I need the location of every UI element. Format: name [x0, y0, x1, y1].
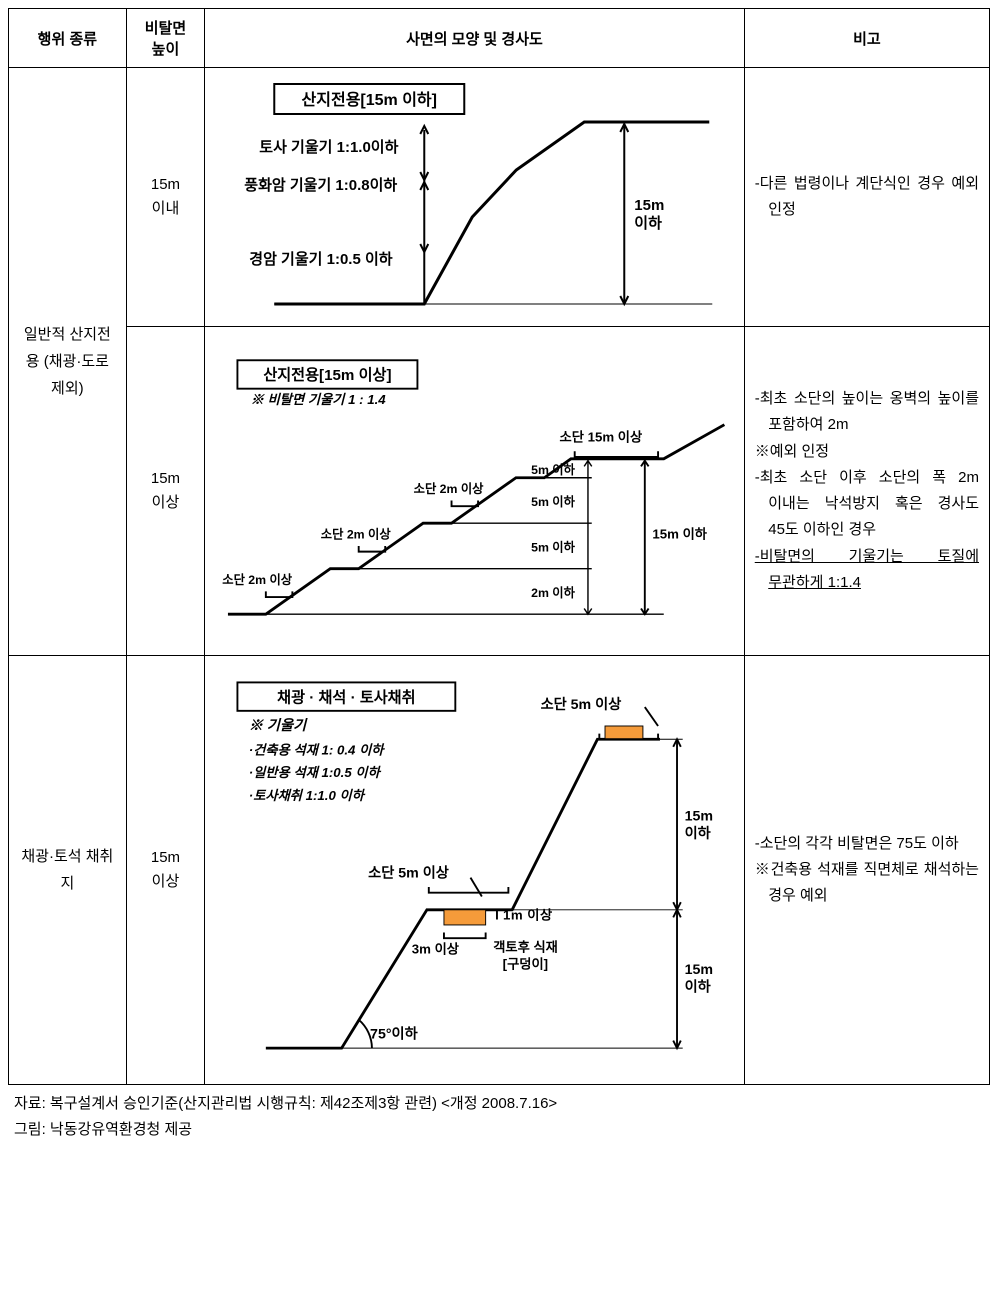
- svg-text:※ 기울기: ※ 기울기: [249, 717, 308, 734]
- table-header-row: 행위 종류 비탈면 높이 사면의 모양 및 경사도 비고: [9, 9, 990, 68]
- standards-table: 행위 종류 비탈면 높이 사면의 모양 및 경사도 비고 일반적 산지전용 (채…: [8, 8, 990, 1085]
- source-line-1: 자료: 복구설계서 승인기준(산지관리법 시행규칙: 제42조제3항 관련) <…: [14, 1091, 990, 1117]
- row-type-general: 일반적 산지전용 (채광·도로 제외): [9, 68, 127, 656]
- svg-text:소단 5m 이상: 소단 5m 이상: [541, 696, 622, 713]
- svg-text:3m 이상: 3m 이상: [412, 940, 459, 956]
- diagram-mining: 채광 · 채석 · 토사채취 ※ 기울기 ·건축용 석재 1: 0.4 이하 ·…: [205, 656, 745, 1085]
- table-row: 15m 이상 산지전용[15m 이상] ※ 비탈면 기울기 1 : 1.4 소단…: [9, 327, 990, 656]
- svg-text:경암 기울기 1:0.5 이하: 경암 기울기 1:0.5 이하: [249, 250, 392, 268]
- svg-text:5m 이하: 5m 이하: [531, 494, 576, 509]
- svg-text:15m 이하: 15m 이하: [653, 525, 708, 541]
- source-block: 자료: 복구설계서 승인기준(산지관리법 시행규칙: 제42조제3항 관련) <…: [8, 1091, 990, 1142]
- col-header-diagram: 사면의 모양 및 경사도: [205, 9, 745, 68]
- row-height-under15: 15m 이내: [126, 68, 204, 327]
- svg-text:채광 · 채석 · 토사채취: 채광 · 채석 · 토사채취: [277, 688, 415, 706]
- col-header-type: 행위 종류: [9, 9, 127, 68]
- svg-text:5m 이하: 5m 이하: [531, 540, 576, 555]
- svg-text:2m 이하: 2m 이하: [531, 585, 576, 600]
- svg-text:5m 이하: 5m 이하: [531, 462, 576, 477]
- source-line-2: 그림: 낙동강유역환경청 제공: [14, 1117, 990, 1143]
- notes-mining: -소단의 각각 비탈면은 75도 이하 ※건축용 석재를 직면체로 채석하는 경…: [744, 656, 989, 1085]
- svg-text:소단 5m 이상: 소단 5m 이상: [368, 865, 449, 882]
- svg-text:소단 2m 이상: 소단 2m 이상: [414, 481, 485, 496]
- diagram-under15: 산지전용[15m 이하] 토사 기울기 1:1.0이하 풍화암 기울기 1:0.…: [205, 68, 745, 327]
- svg-text:객토후 식재 [구덩이]: 객토후 식재 [구덩이]: [493, 938, 561, 971]
- svg-text:토사 기울기 1:1.0이하: 토사 기울기 1:1.0이하: [259, 139, 398, 156]
- svg-text:I1m 이상: I1m 이상: [495, 906, 553, 922]
- col-header-remark: 비고: [744, 9, 989, 68]
- table-row: 일반적 산지전용 (채광·도로 제외) 15m 이내 산지전용[15m 이하] …: [9, 68, 990, 327]
- svg-text:·일반용 석재 1:0.5 이하: ·일반용 석재 1:0.5 이하: [249, 765, 382, 780]
- row-type-mining: 채광·토석 채취지: [9, 656, 127, 1085]
- svg-text:·건축용 석재 1: 0.4 이하: ·건축용 석재 1: 0.4 이하: [249, 742, 385, 757]
- svg-text:·토사채취 1:1.0 이하: ·토사채취 1:1.0 이하: [249, 788, 366, 803]
- row-height-mining: 15m 이상: [126, 656, 204, 1085]
- svg-text:75°이하: 75°이하: [370, 1026, 418, 1043]
- svg-text:※ 비탈면 기울기 1 : 1.4: ※ 비탈면 기울기 1 : 1.4: [251, 392, 387, 407]
- svg-text:15m 이하: 15m 이하: [634, 197, 668, 232]
- svg-text:소단 2m 이상: 소단 2m 이상: [222, 572, 293, 587]
- svg-text:소단 2m 이상: 소단 2m 이상: [321, 526, 392, 541]
- diagram-over15: 산지전용[15m 이상] ※ 비탈면 기울기 1 : 1.4 소단 2m 이상 …: [205, 327, 745, 656]
- svg-text:소단 15m 이상: 소단 15m 이상: [560, 429, 643, 445]
- col-header-height: 비탈면 높이: [126, 9, 204, 68]
- table-row: 채광·토석 채취지 15m 이상 채광 · 채석 · 토사채취 ※ 기울기 ·건…: [9, 656, 990, 1085]
- svg-text:산지전용[15m 이상]: 산지전용[15m 이상]: [264, 367, 392, 384]
- svg-text:15m이하: 15m이하: [685, 962, 713, 995]
- notes-under15: -다른 법령이나 계단식인 경우 예외 인정: [744, 68, 989, 327]
- svg-text:15m이하: 15m이하: [685, 809, 713, 842]
- row-height-over15: 15m 이상: [126, 327, 204, 656]
- svg-text:산지전용[15m 이하]: 산지전용[15m 이하]: [302, 91, 437, 109]
- svg-text:풍화암 기울기 1:0.8이하: 풍화암 기울기 1:0.8이하: [244, 176, 397, 194]
- notes-over15: -최초 소단의 높이는 옹벽의 높이를 포함하여 2m ※예외 인정 -최초 소…: [744, 327, 989, 656]
